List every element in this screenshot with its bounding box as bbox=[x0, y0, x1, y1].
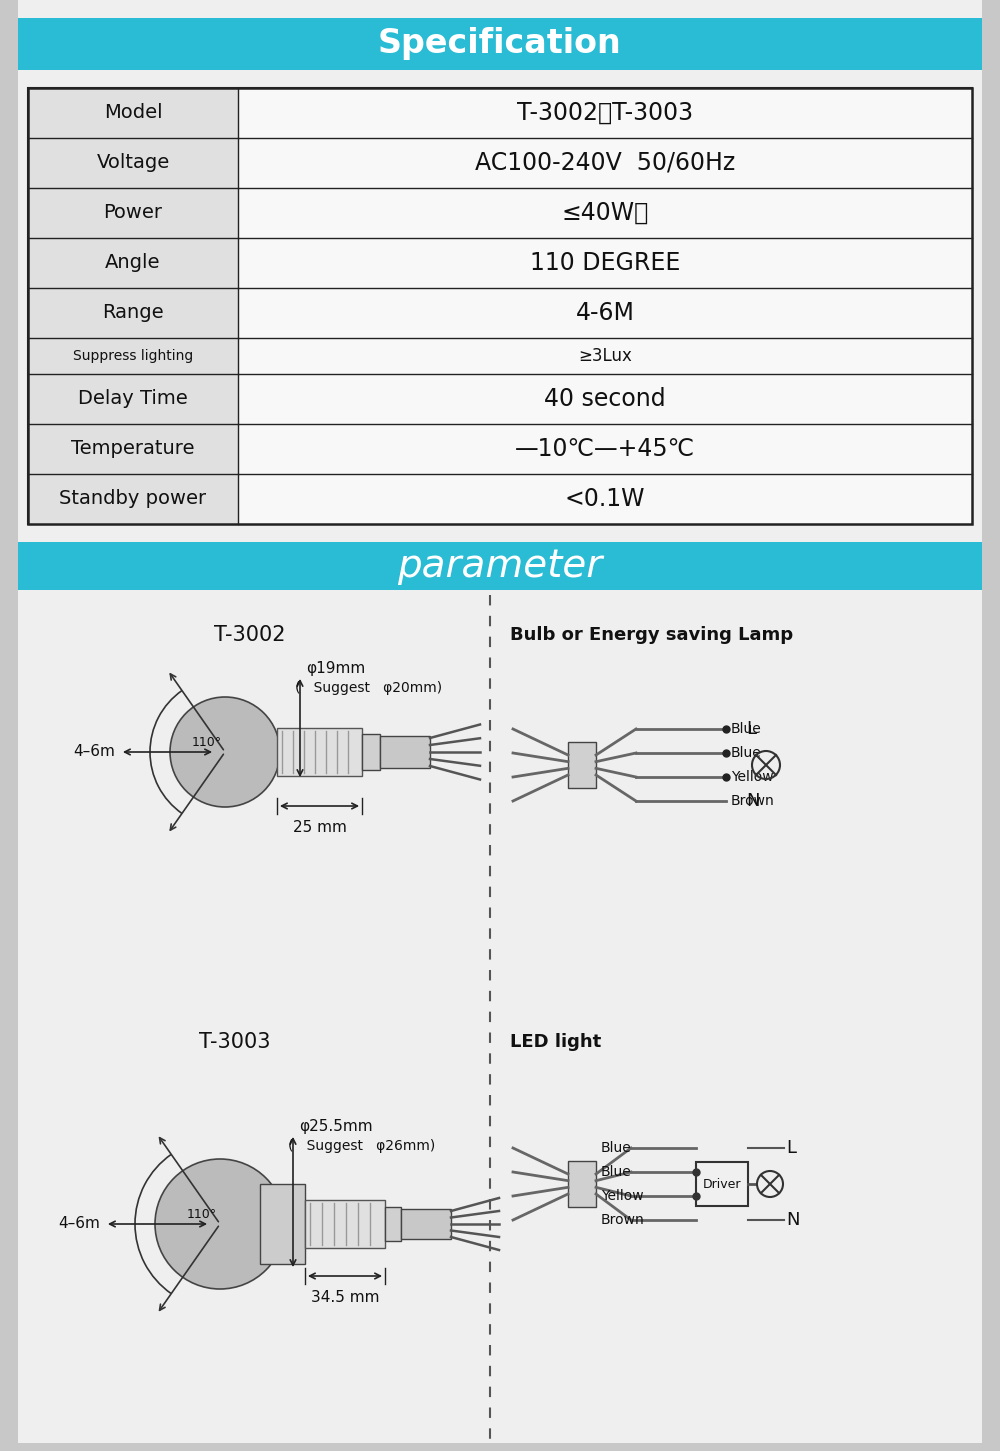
Bar bbox=[28, 238, 238, 287]
Text: Blue: Blue bbox=[731, 723, 762, 736]
Text: AC100-240V  50/60Hz: AC100-240V 50/60Hz bbox=[475, 151, 735, 176]
Text: Brown: Brown bbox=[731, 794, 775, 808]
Text: Power: Power bbox=[104, 203, 162, 222]
Text: Yellow: Yellow bbox=[601, 1188, 644, 1203]
Text: parameter: parameter bbox=[397, 547, 603, 585]
Bar bbox=[238, 424, 972, 474]
Bar bbox=[696, 1162, 748, 1206]
Text: T-3002: T-3002 bbox=[214, 625, 286, 646]
Bar bbox=[568, 741, 596, 788]
Bar bbox=[28, 189, 238, 238]
Text: (   Suggest   φ26mm): ( Suggest φ26mm) bbox=[288, 1139, 435, 1154]
Text: Driver: Driver bbox=[703, 1178, 741, 1190]
Bar bbox=[28, 474, 238, 524]
Bar bbox=[568, 1161, 596, 1207]
Text: 4-6M: 4-6M bbox=[576, 300, 634, 325]
Text: 110°: 110° bbox=[192, 736, 222, 749]
Text: L: L bbox=[746, 720, 756, 739]
Text: Voltage: Voltage bbox=[96, 154, 170, 173]
Text: ≥3Lux: ≥3Lux bbox=[578, 347, 632, 366]
Text: 110 DEGREE: 110 DEGREE bbox=[530, 251, 680, 276]
Bar bbox=[362, 734, 380, 770]
Text: 4–6m: 4–6m bbox=[58, 1216, 100, 1232]
Bar bbox=[28, 89, 972, 524]
Bar bbox=[238, 189, 972, 238]
Text: 34.5 mm: 34.5 mm bbox=[311, 1290, 379, 1304]
Text: φ25.5mm: φ25.5mm bbox=[299, 1119, 373, 1133]
Text: T-3003: T-3003 bbox=[199, 1032, 271, 1052]
Text: 40 second: 40 second bbox=[544, 387, 666, 411]
Bar bbox=[18, 595, 982, 1442]
Text: LED light: LED light bbox=[510, 1033, 601, 1051]
Bar bbox=[28, 89, 972, 524]
Bar bbox=[28, 338, 238, 374]
Text: 110°: 110° bbox=[187, 1207, 217, 1220]
Text: L: L bbox=[786, 1139, 796, 1156]
Text: Angle: Angle bbox=[105, 254, 161, 273]
Circle shape bbox=[170, 696, 280, 807]
Text: Range: Range bbox=[102, 303, 164, 322]
Bar bbox=[238, 374, 972, 424]
Text: Temperature: Temperature bbox=[71, 440, 195, 459]
Bar bbox=[401, 1209, 451, 1239]
Bar bbox=[238, 138, 972, 189]
Bar bbox=[28, 424, 238, 474]
Bar bbox=[18, 17, 982, 70]
Bar bbox=[238, 287, 972, 338]
Text: Bulb or Energy saving Lamp: Bulb or Energy saving Lamp bbox=[510, 625, 793, 644]
Text: Blue: Blue bbox=[731, 746, 762, 760]
Bar bbox=[28, 138, 238, 189]
Text: Yellow: Yellow bbox=[731, 770, 774, 784]
Text: T-3002、T-3003: T-3002、T-3003 bbox=[517, 102, 693, 125]
Bar bbox=[238, 338, 972, 374]
Text: (   Suggest   φ20mm): ( Suggest φ20mm) bbox=[295, 681, 442, 695]
Text: φ19mm: φ19mm bbox=[306, 660, 365, 676]
Bar bbox=[28, 374, 238, 424]
Bar bbox=[385, 1207, 401, 1241]
Text: <0.1W: <0.1W bbox=[565, 488, 645, 511]
Bar bbox=[238, 238, 972, 287]
Text: N: N bbox=[746, 792, 760, 810]
Bar bbox=[238, 89, 972, 138]
Text: N: N bbox=[786, 1212, 800, 1229]
Bar bbox=[28, 89, 238, 138]
Text: ≤40W、: ≤40W、 bbox=[561, 202, 649, 225]
Text: 25 mm: 25 mm bbox=[293, 820, 346, 834]
Circle shape bbox=[155, 1159, 285, 1288]
Text: Suppress lighting: Suppress lighting bbox=[73, 350, 193, 363]
Bar bbox=[18, 543, 982, 591]
Text: Delay Time: Delay Time bbox=[78, 389, 188, 409]
Bar bbox=[28, 287, 238, 338]
Text: Blue: Blue bbox=[601, 1140, 632, 1155]
Text: Model: Model bbox=[104, 103, 162, 122]
Text: Standby power: Standby power bbox=[59, 489, 207, 508]
Bar bbox=[305, 1200, 385, 1248]
Text: Blue: Blue bbox=[601, 1165, 632, 1180]
Bar bbox=[277, 728, 362, 776]
Text: 4–6m: 4–6m bbox=[73, 744, 115, 759]
Text: Specification: Specification bbox=[378, 28, 622, 61]
Bar bbox=[238, 474, 972, 524]
Bar bbox=[260, 1184, 305, 1264]
Bar bbox=[380, 736, 430, 768]
Text: Brown: Brown bbox=[601, 1213, 645, 1228]
Text: —10℃—+45℃: —10℃—+45℃ bbox=[515, 437, 695, 461]
